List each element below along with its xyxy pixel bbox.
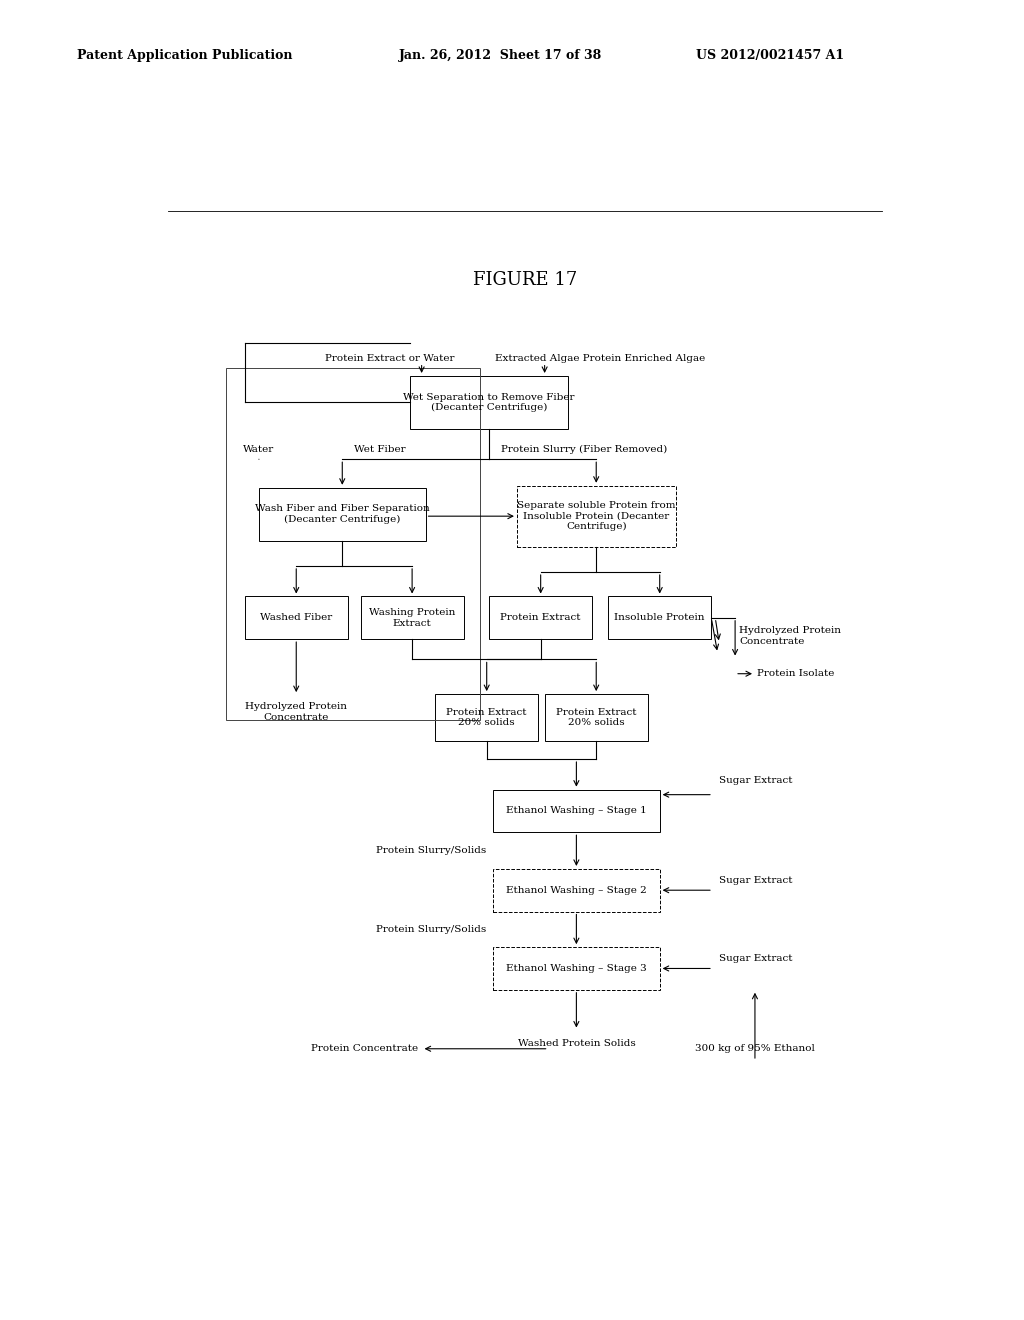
Bar: [259, 487, 426, 541]
Text: Protein Extract
20% solids: Protein Extract 20% solids: [446, 708, 527, 727]
Text: Patent Application Publication: Patent Application Publication: [77, 49, 292, 62]
Bar: [608, 597, 712, 639]
Text: Protein Slurry/Solids: Protein Slurry/Solids: [377, 846, 486, 855]
Text: Protein Concentrate: Protein Concentrate: [310, 1044, 418, 1053]
Text: Wash Fiber and Fiber Separation
(Decanter Centrifuge): Wash Fiber and Fiber Separation (Decante…: [255, 504, 430, 524]
Text: 300 kg of 95% Ethanol: 300 kg of 95% Ethanol: [695, 1044, 815, 1053]
Text: FIGURE 17: FIGURE 17: [473, 272, 577, 289]
Text: Washed Protein Solids: Washed Protein Solids: [517, 1039, 635, 1048]
Text: Separate soluble Protein from
Insoluble Protein (Decanter
Centrifuge): Separate soluble Protein from Insoluble …: [517, 502, 676, 531]
Text: Protein Extract or Water: Protein Extract or Water: [326, 354, 455, 363]
Text: US 2012/0021457 A1: US 2012/0021457 A1: [696, 49, 845, 62]
Text: Sugar Extract: Sugar Extract: [719, 954, 793, 964]
Bar: [517, 486, 676, 546]
Bar: [245, 597, 348, 639]
Text: Ethanol Washing – Stage 1: Ethanol Washing – Stage 1: [506, 807, 647, 816]
Text: Jan. 26, 2012  Sheet 17 of 38: Jan. 26, 2012 Sheet 17 of 38: [399, 49, 602, 62]
Bar: [494, 789, 659, 833]
Bar: [494, 948, 659, 990]
Text: Hydrolyzed Protein
Concentrate: Hydrolyzed Protein Concentrate: [245, 702, 347, 722]
Text: Protein Extract: Protein Extract: [501, 614, 581, 622]
Text: Washed Fiber: Washed Fiber: [260, 614, 333, 622]
Text: Protein Extract
20% solids: Protein Extract 20% solids: [556, 708, 637, 727]
Text: Sugar Extract: Sugar Extract: [719, 776, 793, 784]
Bar: [410, 376, 568, 429]
Text: Protein Isolate: Protein Isolate: [758, 669, 835, 678]
Text: Extracted Algae Protein Enriched Algae: Extracted Algae Protein Enriched Algae: [495, 354, 706, 363]
Bar: [545, 694, 648, 741]
Text: Insoluble Protein: Insoluble Protein: [614, 614, 705, 622]
Text: Wet Fiber: Wet Fiber: [353, 445, 406, 454]
Bar: [360, 597, 464, 639]
Text: Protein Slurry/Solids: Protein Slurry/Solids: [377, 925, 486, 933]
Text: Sugar Extract: Sugar Extract: [719, 876, 793, 886]
Text: Washing Protein
Extract: Washing Protein Extract: [369, 609, 456, 627]
Bar: [435, 694, 539, 741]
Bar: [225, 368, 479, 721]
Text: Hydrolyzed Protein
Concentrate: Hydrolyzed Protein Concentrate: [739, 627, 841, 645]
Text: Water: Water: [244, 445, 274, 454]
Bar: [494, 869, 659, 912]
Text: Protein Slurry (Fiber Removed): Protein Slurry (Fiber Removed): [501, 445, 668, 454]
Text: Wet Separation to Remove Fiber
(Decanter Centrifuge): Wet Separation to Remove Fiber (Decanter…: [403, 392, 574, 412]
Text: Ethanol Washing – Stage 3: Ethanol Washing – Stage 3: [506, 964, 647, 973]
Text: Ethanol Washing – Stage 2: Ethanol Washing – Stage 2: [506, 886, 647, 895]
Bar: [489, 597, 592, 639]
